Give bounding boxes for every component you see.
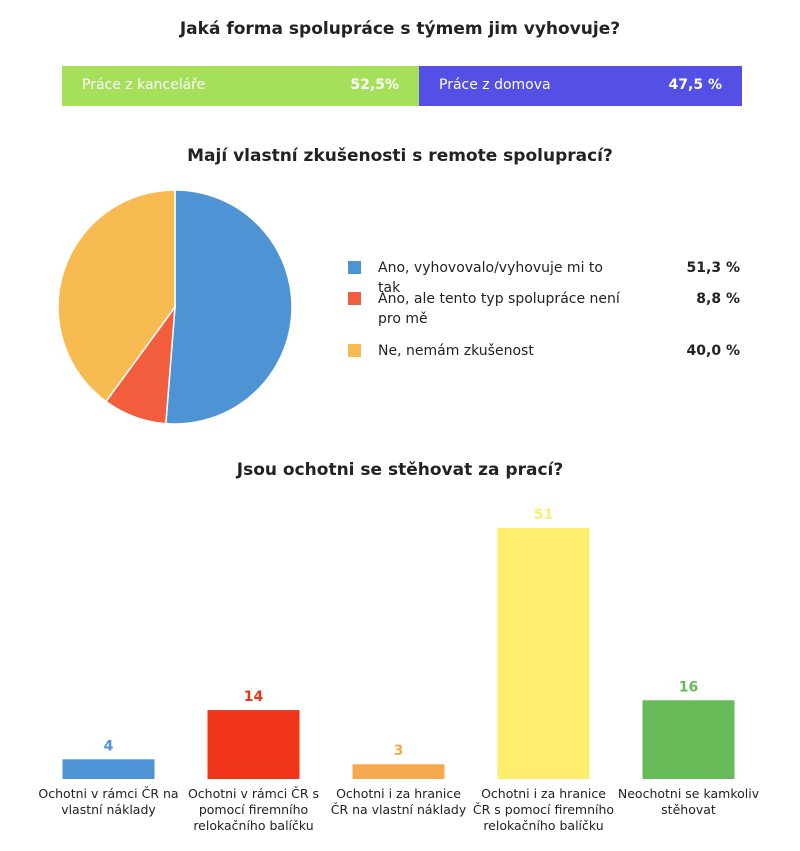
value-label: 51,3 % — [686, 260, 740, 276]
x-tick-label: Ochotni i za hranice ČR s pomocí firemní… — [472, 786, 615, 833]
value-label: 40,0 % — [686, 343, 740, 359]
legend-label: Ano, vyhovovalo/vyhovuje mi to tak — [378, 260, 603, 296]
value-label: 14 — [244, 689, 264, 705]
bar — [62, 759, 155, 779]
chart-title: Jaká forma spolupráce s týmem jim vyhovu… — [179, 19, 621, 39]
legend-label: Ne, nemám zkušenost — [378, 343, 534, 359]
legend-label: Práce z kanceláře — [82, 77, 206, 93]
chart-title: Mají vlastní zkušenosti s remote spolupr… — [187, 146, 613, 166]
x-tick-label: Ochotni v rámci ČR na vlastní náklady — [38, 786, 179, 817]
bar — [497, 528, 590, 779]
bar — [642, 700, 735, 779]
legend-swatch — [348, 344, 361, 357]
bar — [207, 710, 300, 779]
value-label: 47,5 % — [668, 77, 722, 93]
legend-label: Ano, ale tento typ spolupráce není pro m… — [378, 291, 620, 327]
value-label: 3 — [394, 743, 404, 759]
legend-label: Práce z domova — [439, 77, 551, 93]
pie-slice — [57, 189, 176, 403]
bar — [352, 764, 445, 779]
x-tick-label: Neochotni se kamkoliv stěhovat — [617, 786, 760, 817]
bar-segment — [419, 66, 742, 106]
legend-swatch — [348, 261, 361, 274]
legend-swatch — [348, 292, 361, 305]
value-label: 8,8 % — [696, 291, 740, 307]
value-label: 52,5% — [350, 77, 399, 93]
x-tick-label: Ochotni i za hranice ČR na vlastní nákla… — [330, 786, 467, 817]
value-label: 4 — [104, 738, 114, 754]
chart-title: Jsou ochotni se stěhovat za prací? — [236, 460, 564, 480]
x-tick-label: Ochotni v rámci ČR s pomocí firemního re… — [187, 786, 320, 833]
bar-segment — [62, 66, 419, 106]
value-label: 51 — [534, 507, 553, 523]
pie-slice — [165, 189, 293, 425]
value-label: 16 — [679, 679, 698, 695]
